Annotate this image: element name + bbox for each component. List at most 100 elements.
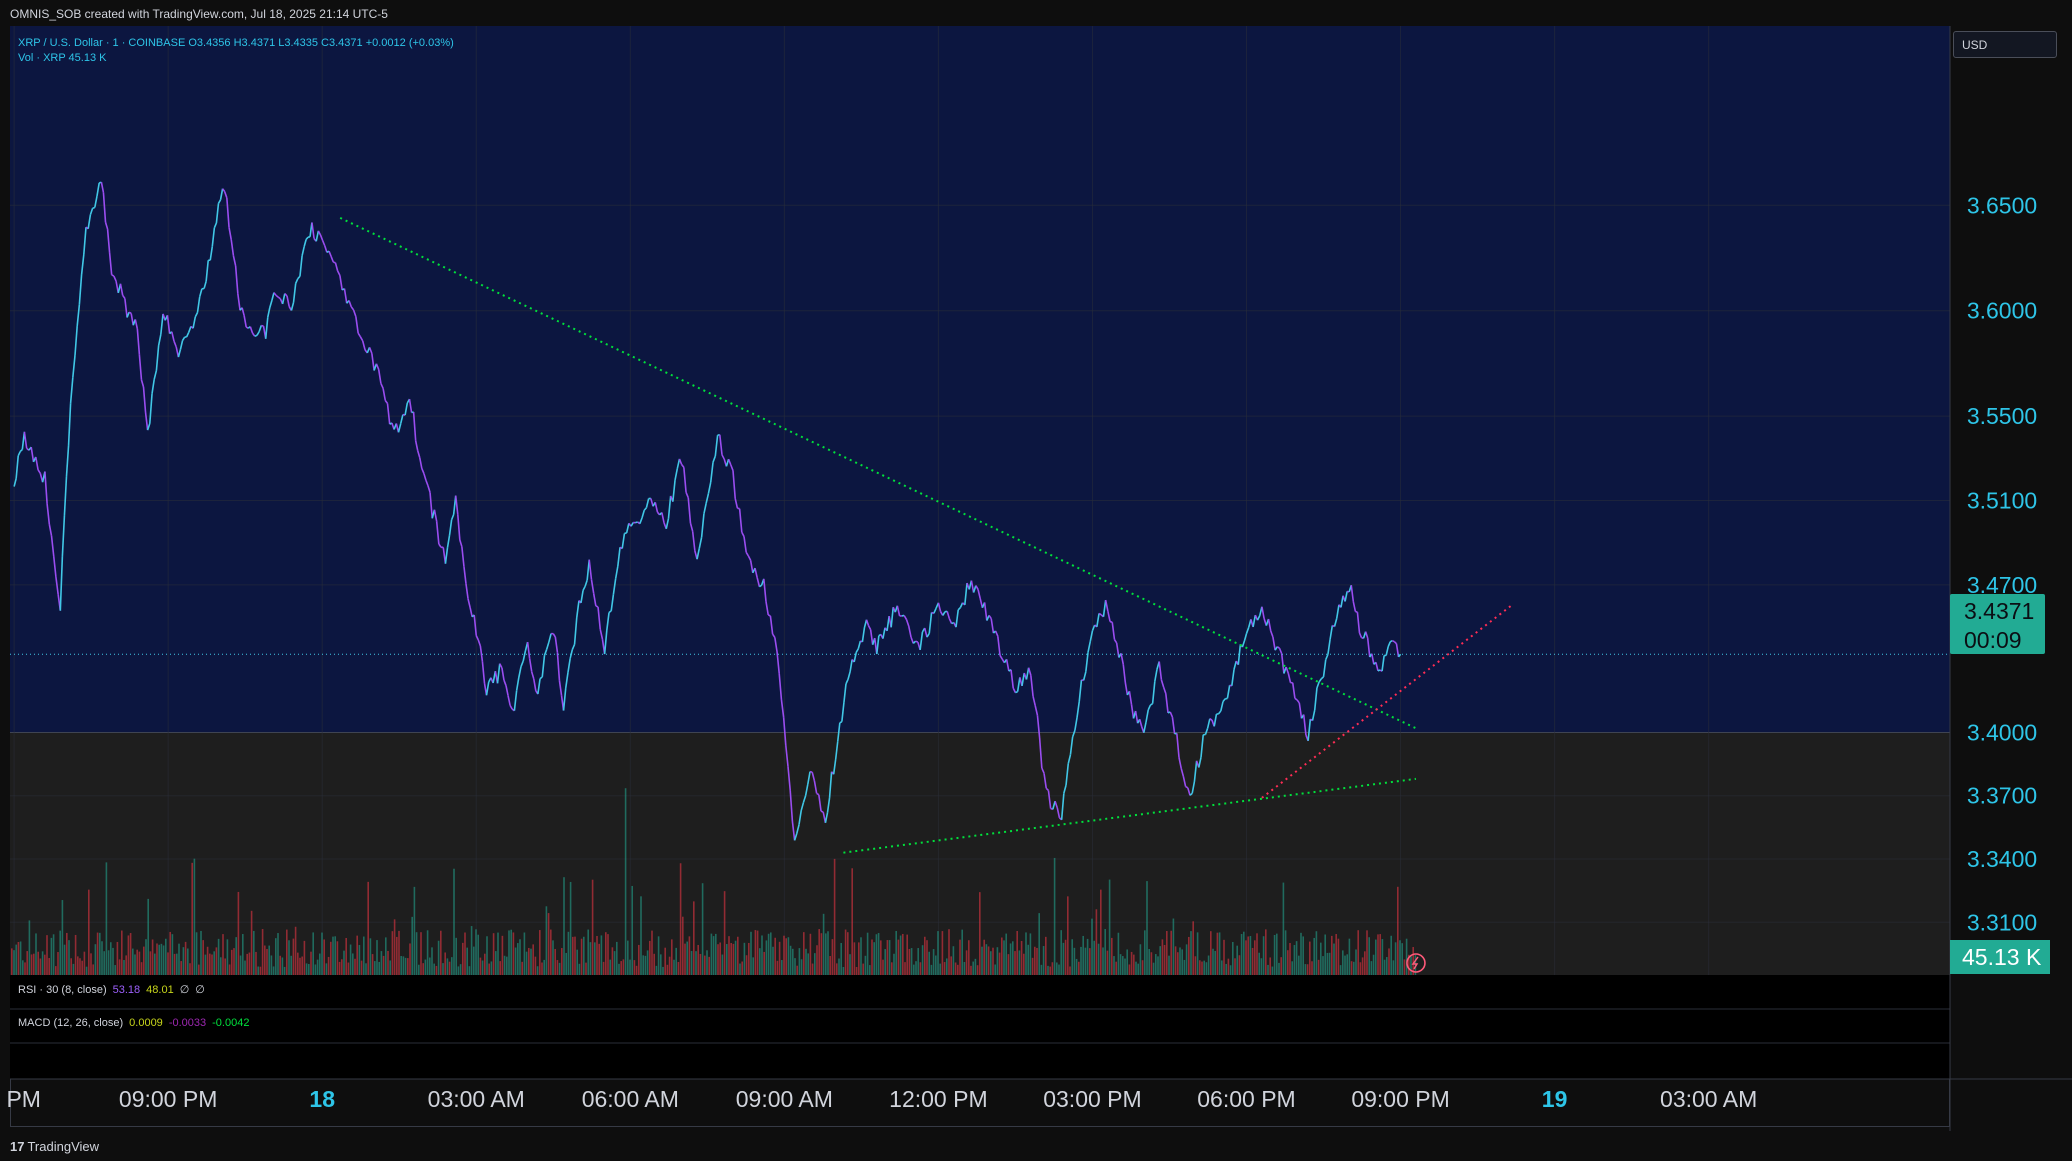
- price-segment: [843, 683, 847, 703]
- volume-bar: [1170, 930, 1172, 975]
- price-segment: [1176, 733, 1180, 758]
- volume-bar: [459, 964, 462, 975]
- last-price-value: 3.4371: [1964, 598, 2035, 624]
- price-segment: [1185, 785, 1189, 789]
- volume-bar: [1271, 966, 1274, 975]
- price-segment: [1307, 719, 1312, 741]
- price-segment: [672, 480, 676, 502]
- price-segment: [955, 609, 960, 628]
- price-segment: [305, 236, 309, 240]
- volume-bar: [415, 932, 418, 975]
- volume-bar: [253, 930, 255, 975]
- price-segment: [380, 383, 384, 389]
- price-segment: [433, 509, 438, 522]
- price-segment: [258, 325, 263, 333]
- price-tick-label: 3.4700: [1967, 572, 2037, 598]
- volume-bar: [358, 944, 361, 975]
- volume-bar: [1258, 952, 1260, 975]
- price-segment: [1375, 662, 1379, 672]
- macd-legend[interactable]: MACD (12, 26, close) 0.0009 -0.0033 -0.0042: [18, 1017, 255, 1029]
- price-segment: [612, 578, 617, 595]
- time-axis[interactable]: 0 PM 09:00 PM 18 03:00 AM 06:00 AM 09:00 AM 12…: [0, 1078, 2072, 1112]
- volume-bar: [492, 933, 495, 975]
- price-segment: [606, 612, 610, 631]
- volume-bar: [1309, 941, 1311, 975]
- volume-bar: [396, 936, 398, 975]
- volume-bar: [1342, 950, 1344, 975]
- volume-bar: [213, 951, 215, 975]
- price-segment: [1082, 671, 1087, 681]
- price-segment: [44, 471, 48, 504]
- price-segment: [119, 283, 124, 296]
- price-axis[interactable]: 3.6500 3.6000 3.5500 3.5100 3.4700 3.4000 3.37…: [1949, 26, 2037, 1131]
- price-segment: [350, 306, 355, 311]
- volume-bar: [1234, 958, 1236, 975]
- volume-bar: [149, 951, 152, 975]
- volume-bar: [706, 950, 708, 975]
- price-segment: [1015, 690, 1018, 694]
- price-segment: [826, 797, 831, 813]
- volume-bar: [657, 936, 660, 975]
- price-segment: [303, 239, 307, 247]
- volume-bar: [594, 942, 596, 975]
- volume-bar: [1405, 938, 1408, 975]
- price-segment: [732, 470, 737, 499]
- volume-bar: [972, 961, 974, 975]
- price-segment: [1034, 705, 1039, 716]
- volume-bar: [255, 951, 257, 975]
- price-segment: [1252, 614, 1257, 628]
- volume-bar: [1111, 937, 1113, 975]
- price-segment: [1381, 655, 1385, 672]
- price-segment: [153, 370, 158, 380]
- price-segment: [334, 262, 339, 272]
- volume-bar: [616, 941, 618, 975]
- created-with-credit: OMNIS_SOB created with TradingView.com, …: [10, 7, 388, 21]
- price-segment: [261, 324, 264, 327]
- rsi-label: RSI · 30 (8, close): [18, 984, 107, 996]
- volume-bar: [853, 942, 856, 975]
- volume-bar: [952, 946, 955, 975]
- volume-bar: [1126, 949, 1128, 975]
- volume-bar: [754, 930, 757, 975]
- volume-bar: [1161, 939, 1164, 975]
- price-segment: [35, 456, 39, 470]
- price-segment: [128, 311, 132, 315]
- volume-bar: [800, 959, 803, 975]
- price-segment: [217, 199, 222, 204]
- volume-bar: [1229, 965, 1232, 975]
- volume-bar: [437, 940, 440, 975]
- price-segment: [1098, 612, 1102, 616]
- price-segment: [223, 191, 228, 199]
- volume-bar: [798, 948, 801, 975]
- price-segment: [1115, 642, 1120, 658]
- volume-bar: [761, 935, 763, 975]
- trend-lines[interactable]: [339, 217, 1515, 854]
- currency-selector[interactable]: USD: [1953, 31, 2057, 58]
- volume-legend-line[interactable]: Vol · XRP 45.13 K: [18, 52, 107, 64]
- symbol-line[interactable]: XRP / U.S. Dollar · 1 · COINBASE O3.4356…: [18, 37, 454, 49]
- price-segment: [444, 547, 449, 564]
- price-segment: [173, 340, 177, 348]
- volume-bar: [72, 963, 75, 975]
- price-segment: [1311, 709, 1316, 721]
- price-segment: [94, 195, 98, 208]
- volume-bar: [1328, 952, 1331, 975]
- tradingview-brand[interactable]: 17 TradingView: [10, 1139, 99, 1154]
- volume-bar: [1302, 936, 1304, 975]
- volume-bar: [1282, 882, 1285, 975]
- price-segment: [741, 531, 745, 537]
- price-segment: [1316, 681, 1320, 689]
- volume-bar: [1056, 962, 1058, 975]
- price-segment: [256, 331, 260, 336]
- volume-bar: [893, 953, 895, 975]
- volume-bar: [103, 951, 105, 975]
- volume-bar: [1410, 955, 1412, 975]
- volume-bar: [1082, 935, 1084, 975]
- price-segment: [46, 503, 51, 525]
- rsi-legend[interactable]: RSI · 30 (8, close) 53.18 48.01 ∅ ∅: [18, 983, 211, 996]
- volume-bar: [730, 942, 732, 975]
- volume-bar: [664, 947, 666, 975]
- volume-bar: [600, 935, 603, 975]
- volume-bar: [468, 966, 471, 975]
